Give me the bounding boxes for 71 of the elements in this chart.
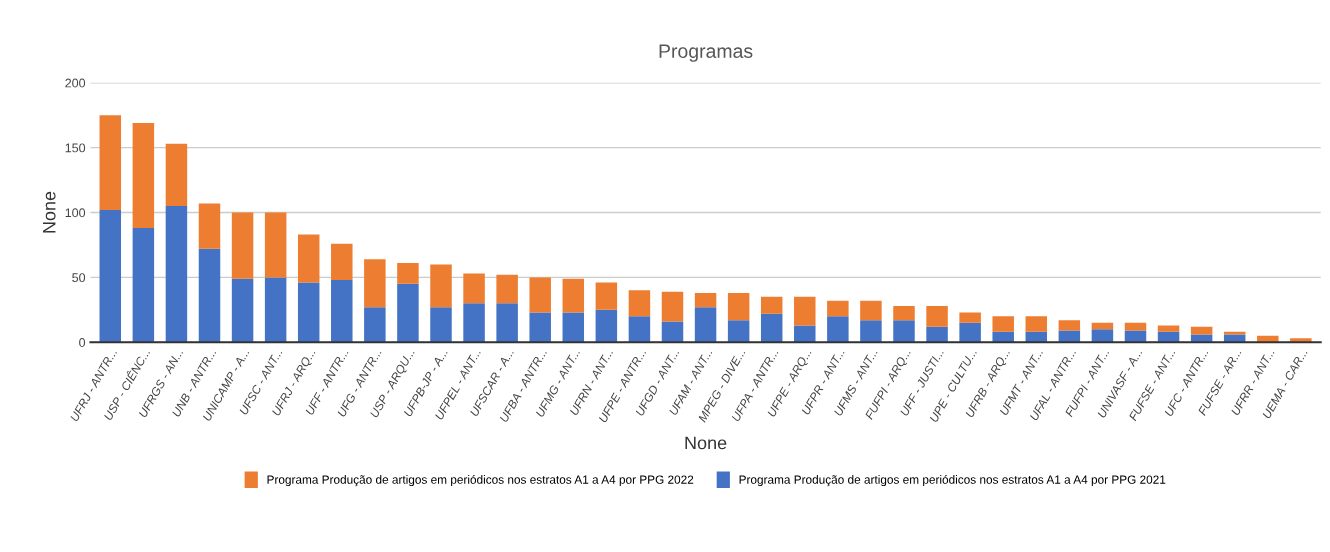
bar xyxy=(496,274,518,304)
bar xyxy=(364,259,386,308)
bar xyxy=(1124,322,1147,331)
y-tick-label: 50 xyxy=(72,273,86,283)
bar xyxy=(364,307,386,343)
bar xyxy=(595,309,618,343)
bar xyxy=(959,322,981,343)
bar xyxy=(1157,325,1180,332)
bar xyxy=(628,290,651,317)
bar xyxy=(860,320,882,343)
bar xyxy=(1091,322,1114,330)
bar xyxy=(231,212,254,279)
bar xyxy=(463,303,485,343)
x-axis-title: None xyxy=(685,436,727,450)
bar xyxy=(893,320,915,343)
bar xyxy=(198,248,221,343)
bar xyxy=(397,283,419,343)
bar xyxy=(595,282,618,310)
bar xyxy=(132,228,155,343)
bar xyxy=(694,292,717,308)
bar xyxy=(264,277,287,343)
bar xyxy=(926,305,948,327)
bar xyxy=(827,300,849,317)
bar xyxy=(860,300,882,321)
bar xyxy=(264,212,287,278)
bar xyxy=(562,312,585,343)
bar xyxy=(562,278,585,313)
bar xyxy=(628,316,651,343)
bar xyxy=(99,209,122,343)
bar xyxy=(893,305,915,321)
bar xyxy=(760,296,783,314)
bar xyxy=(760,313,783,343)
bar xyxy=(529,277,551,313)
bar xyxy=(694,307,717,343)
bar xyxy=(231,278,254,343)
bar xyxy=(132,123,155,229)
bar xyxy=(661,291,684,322)
bar xyxy=(529,312,551,343)
bar xyxy=(794,325,816,343)
bar xyxy=(1058,320,1081,331)
bar xyxy=(165,143,188,207)
bar xyxy=(430,264,452,308)
y-axis-title: None xyxy=(43,191,56,233)
bar xyxy=(496,303,518,343)
bar xyxy=(165,206,188,343)
legend-label: Programa Produção de artigos em periódicos nos estratos A1 a A4 por PPG 2022 xyxy=(267,474,694,487)
bar xyxy=(1091,329,1114,343)
bar xyxy=(198,203,221,249)
bar xyxy=(661,321,684,343)
bar xyxy=(297,234,320,283)
bar xyxy=(463,273,485,304)
bar xyxy=(992,316,1014,332)
y-tick-label: 0 xyxy=(79,338,86,347)
chart-title: Programas xyxy=(659,44,753,62)
bar xyxy=(959,312,981,323)
legend-label: Programa Produção de artigos em periódicos nos estratos A1 a A4 por PPG 2021 xyxy=(739,474,1166,487)
bar xyxy=(794,296,816,326)
bar xyxy=(331,243,353,280)
bar xyxy=(727,292,750,321)
bar xyxy=(99,115,122,210)
bar xyxy=(297,282,320,343)
bar xyxy=(1025,316,1048,332)
bar xyxy=(727,320,750,343)
bar xyxy=(331,279,353,343)
bar xyxy=(926,326,948,343)
y-tick-label: 150 xyxy=(65,143,86,153)
y-tick-label: 100 xyxy=(65,208,86,218)
bar xyxy=(430,307,452,343)
y-tick-label: 200 xyxy=(65,78,86,88)
bar xyxy=(827,316,849,343)
bar xyxy=(397,263,419,284)
